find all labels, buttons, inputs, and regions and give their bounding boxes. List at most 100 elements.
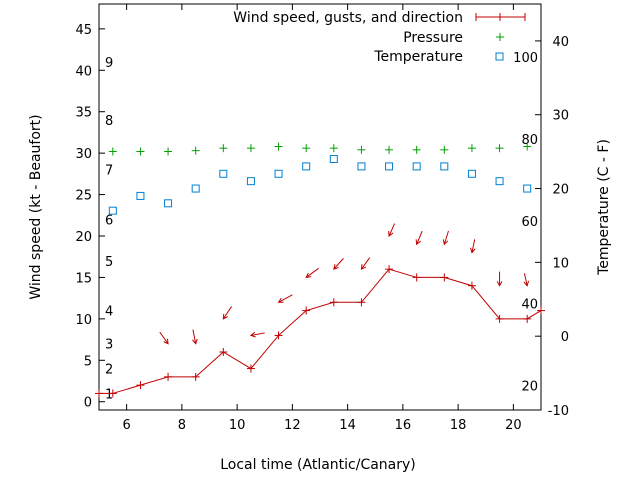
legend-label-temperature: Temperature [373,49,463,65]
pressure-point [302,144,311,153]
left-axis-title: Wind speed (kt - Beaufort) [28,114,44,299]
wind-direction-arrow [470,239,476,254]
right-axis-ticks: -10 0 10 20 30 40 [535,35,569,419]
wind-speed-line [99,268,542,394]
arrow-head [415,239,421,246]
x-tick-label: 6 [122,418,130,433]
arrow-shaft [361,257,371,270]
right-tick-label: 30 [552,109,569,124]
wind-speed-point [357,298,366,307]
wind-direction-arrow [159,331,169,345]
temperature-point [108,206,117,215]
temperature-point [467,169,476,178]
left-tick-label: 5 [84,354,92,369]
wind-speed-point [495,314,504,323]
temperature-point [246,177,255,186]
x-tick-label: 8 [178,418,186,433]
pressure-point [246,144,255,153]
wind-direction-arrow [249,331,265,338]
pressure-point [412,145,421,154]
beaufort-label: 1 [105,387,113,402]
legend-sample-pressure [496,33,504,41]
arrow-shaft [523,273,528,286]
temperature-point [412,162,421,171]
wind-speed-point [274,331,283,340]
left-tick-label: 15 [75,271,92,286]
pressure-point [274,142,283,151]
wind-direction-arrow [333,258,344,270]
arrow-shaft [278,294,293,303]
fahrenheit-label: 100 [513,51,538,66]
arrow-shaft [388,223,396,237]
fahrenheit-label: 20 [521,380,538,395]
left-tick-label: 45 [75,23,92,38]
pressure-point [164,147,173,156]
wind-direction-arrows [159,223,530,345]
wind-direction-arrow [277,294,293,303]
legend-sample-temperature [495,52,504,61]
fahrenheit-label: 80 [521,133,538,148]
arrow-head [163,338,169,345]
x-tick-label: 14 [339,418,356,433]
pressure-point [357,145,366,154]
x-tick-label: 10 [229,418,246,433]
wind-direction-arrow [496,271,503,287]
temperature-point [523,184,532,193]
pressure-point [495,144,504,153]
temperature-point [495,177,504,186]
arrow-head [470,247,476,254]
fahrenheit-label: 40 [521,298,538,313]
plot-frame [98,3,542,411]
right-tick-label: 10 [552,256,569,271]
arrow-head [333,264,339,270]
temperature-point [191,184,200,193]
arrow-head [360,264,367,270]
inner-scale-labels: 1 2 3 4 5 6 7 8 9 20 40 60 80 100 [105,51,538,402]
wind-direction-arrow [415,230,423,246]
beaufort-label: 4 [105,305,113,320]
beaufort-label: 3 [105,338,113,353]
arrow-head [523,280,530,287]
x-tick-label: 16 [395,418,412,433]
fahrenheit-label: 60 [521,215,538,230]
pressure-point [136,147,145,156]
beaufort-label: 8 [105,114,113,129]
beaufort-label: 9 [105,56,113,71]
arrow-head [192,338,198,345]
beaufort-label: 5 [105,255,113,270]
right-tick-label: 40 [552,35,569,50]
left-tick-label: 25 [75,189,92,204]
beaufort-label: 2 [105,363,113,378]
arrow-head [305,272,312,279]
wind-speed-point [537,306,545,315]
wind-direction-arrow [442,230,449,246]
right-tick-label: -10 [548,404,569,419]
wind-direction-arrow [360,257,371,270]
x-axis-title: Local time (Atlantic/Canary) [220,457,416,473]
legend: Wind speed, gusts, and direction Pressur… [233,10,526,65]
arrow-head [496,281,503,287]
x-tick-label: 18 [450,418,467,433]
arrow-shaft [305,267,319,278]
wind-direction-arrow [222,306,233,320]
legend-sample-wind [475,13,526,21]
wind-speed-point [467,281,476,290]
pressure-point [329,144,338,153]
wind-speed-point [440,273,449,282]
arrow-shaft [250,332,265,336]
beaufort-label: 6 [105,213,113,228]
arrow-shaft [443,230,449,245]
wind-direction-arrow [388,223,396,237]
pressure-point [523,142,532,151]
pressure-point [467,144,476,153]
wind-speed-point [523,314,532,323]
pressure-point [108,147,117,156]
temperature-point [385,162,394,171]
left-tick-label: 20 [75,230,92,245]
x-tick-label: 20 [505,418,522,433]
wind-direction-arrow [305,267,319,279]
pressure-point [440,145,449,154]
left-tick-label: 0 [84,396,92,411]
temperature-point [136,191,145,200]
